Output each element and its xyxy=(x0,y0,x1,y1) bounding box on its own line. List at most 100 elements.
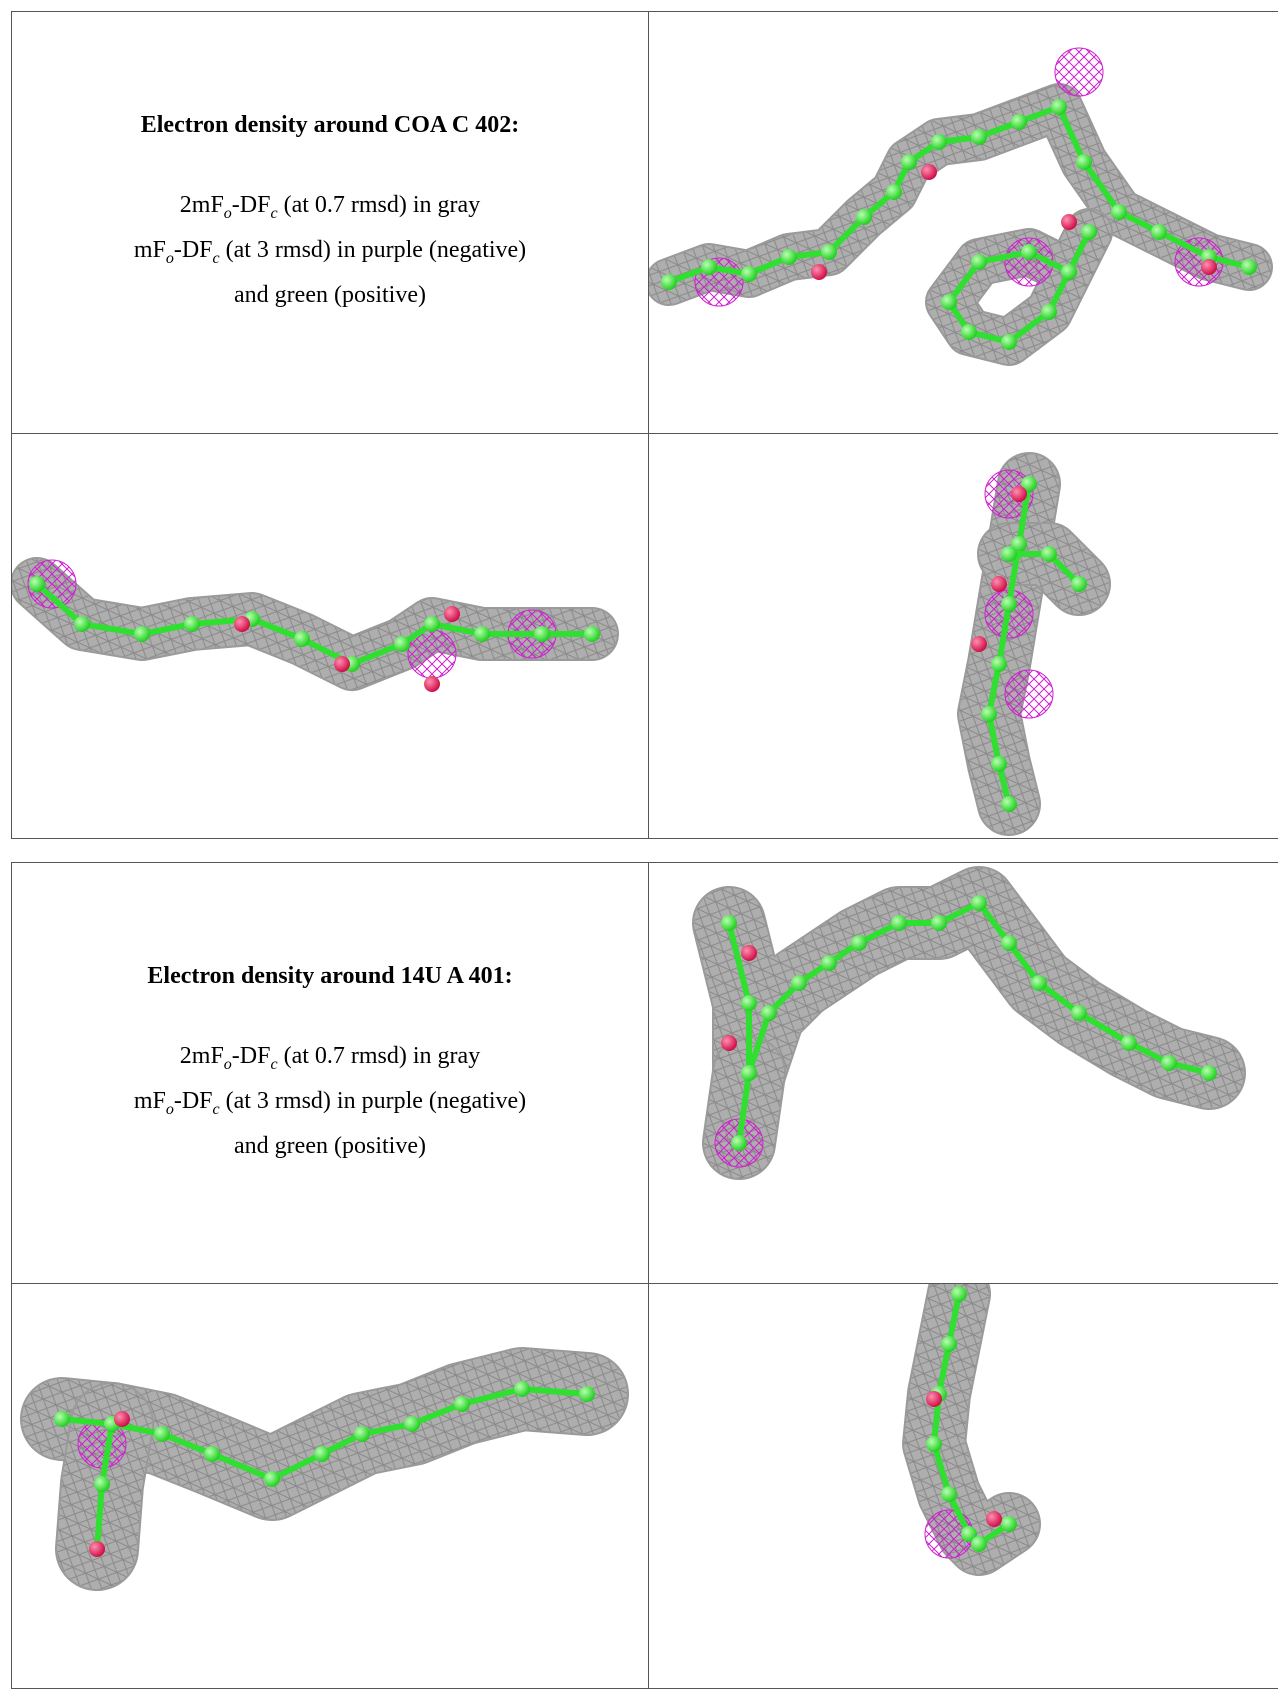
atom xyxy=(134,626,150,642)
atom xyxy=(856,209,872,225)
text-run: mF xyxy=(134,237,166,263)
atom xyxy=(741,266,757,282)
atom xyxy=(1161,1055,1177,1071)
atom xyxy=(1001,796,1017,812)
atom xyxy=(931,915,947,931)
atom xyxy=(926,1436,942,1452)
atom xyxy=(781,249,797,265)
atom xyxy=(1121,1035,1137,1051)
atom xyxy=(971,1536,987,1552)
subscript: o xyxy=(224,205,232,222)
atom xyxy=(584,626,600,642)
atom xyxy=(184,616,200,632)
subscript: c xyxy=(213,250,220,267)
atom xyxy=(961,324,977,340)
oxygen-atom xyxy=(424,676,440,692)
oxygen-atom xyxy=(234,616,250,632)
atom xyxy=(891,915,907,931)
atom xyxy=(474,626,490,642)
table: Electron density around 14U A 401: 2mFo-… xyxy=(11,862,1278,1689)
atom xyxy=(29,576,45,592)
atom xyxy=(314,1446,330,1462)
subscript: c xyxy=(270,205,277,222)
atom xyxy=(1201,1065,1217,1081)
text-run: (at 0.7 rmsd) in gray xyxy=(278,192,481,218)
atom xyxy=(1076,154,1092,170)
atom xyxy=(154,1426,170,1442)
atom xyxy=(941,1336,957,1352)
legend-line: and green (positive) xyxy=(12,277,648,313)
legend-line: 2mFo-DFc (at 0.7 rmsd) in gray xyxy=(12,1038,648,1083)
oxygen-atom xyxy=(1011,486,1027,502)
oxygen-atom xyxy=(971,636,987,652)
atom xyxy=(821,244,837,260)
text-cell: Electron density around COA C 402: 2mFo-… xyxy=(12,12,649,434)
atom xyxy=(941,1486,957,1502)
atom xyxy=(1001,546,1017,562)
atom xyxy=(1041,546,1057,562)
atom xyxy=(851,935,867,951)
text-run: and green (positive) xyxy=(234,1133,426,1159)
image-cell xyxy=(649,1284,1278,1689)
oxygen-atom xyxy=(721,1035,737,1051)
density-mesh xyxy=(37,584,592,664)
text-run: (at 0.7 rmsd) in gray xyxy=(278,1043,481,1069)
subscript: o xyxy=(224,1056,232,1073)
atom xyxy=(1001,334,1017,350)
atom xyxy=(394,636,410,652)
oxygen-atom xyxy=(114,1411,130,1427)
text-run: 2mF xyxy=(180,192,224,218)
atom xyxy=(941,294,957,310)
density-mesh xyxy=(934,1294,1009,1544)
cell-title: Electron density around 14U A 401: xyxy=(12,963,648,990)
atom xyxy=(971,254,987,270)
atom xyxy=(821,955,837,971)
oxygen-atom xyxy=(444,606,460,622)
atom xyxy=(991,656,1007,672)
atom xyxy=(991,756,1007,772)
text-cell: Electron density around 14U A 401: 2mFo-… xyxy=(12,863,649,1284)
atom xyxy=(701,259,717,275)
subscript: c xyxy=(270,1056,277,1073)
atom xyxy=(404,1416,420,1432)
atom xyxy=(1061,264,1077,280)
atom xyxy=(579,1386,595,1402)
legend-line: 2mFo-DFc (at 0.7 rmsd) in gray xyxy=(12,187,648,232)
density-image xyxy=(649,863,1278,1284)
legend-line: and green (positive) xyxy=(12,1128,648,1164)
atom xyxy=(1041,304,1057,320)
text-run: and green (positive) xyxy=(234,282,426,308)
oxygen-atom xyxy=(921,164,937,180)
atom xyxy=(74,616,90,632)
oxygen-atom xyxy=(334,656,350,672)
text-run: mF xyxy=(134,1088,166,1114)
atom xyxy=(294,631,310,647)
text-run: -DF xyxy=(232,192,271,218)
page: Electron density around COA C 402: 2mFo-… xyxy=(0,0,1278,1688)
text-run: (at 3 rmsd) in purple (negative) xyxy=(220,237,527,263)
atom xyxy=(1241,259,1257,275)
text-run: -DF xyxy=(174,1088,213,1114)
atom xyxy=(1031,975,1047,991)
atom xyxy=(264,1471,280,1487)
subscript: c xyxy=(213,1101,220,1118)
atom xyxy=(514,1381,530,1397)
subscript: o xyxy=(166,250,174,267)
negative-density xyxy=(1005,670,1053,718)
legend-line: mFo-DFc (at 3 rmsd) in purple (negative) xyxy=(12,1083,648,1128)
image-cell xyxy=(649,434,1278,839)
atom xyxy=(1001,596,1017,612)
image-cell xyxy=(649,863,1278,1284)
atom xyxy=(354,1426,370,1442)
text-run: (at 3 rmsd) in purple (negative) xyxy=(220,1088,527,1114)
atom xyxy=(901,154,917,170)
text-run: 2mF xyxy=(180,1043,224,1069)
density-image xyxy=(12,1284,649,1689)
density-image xyxy=(649,434,1278,839)
atom xyxy=(741,1065,757,1081)
atom xyxy=(931,134,947,150)
text-run: -DF xyxy=(174,237,213,263)
atom xyxy=(94,1476,110,1492)
oxygen-atom xyxy=(1061,214,1077,230)
image-cell xyxy=(12,434,649,839)
